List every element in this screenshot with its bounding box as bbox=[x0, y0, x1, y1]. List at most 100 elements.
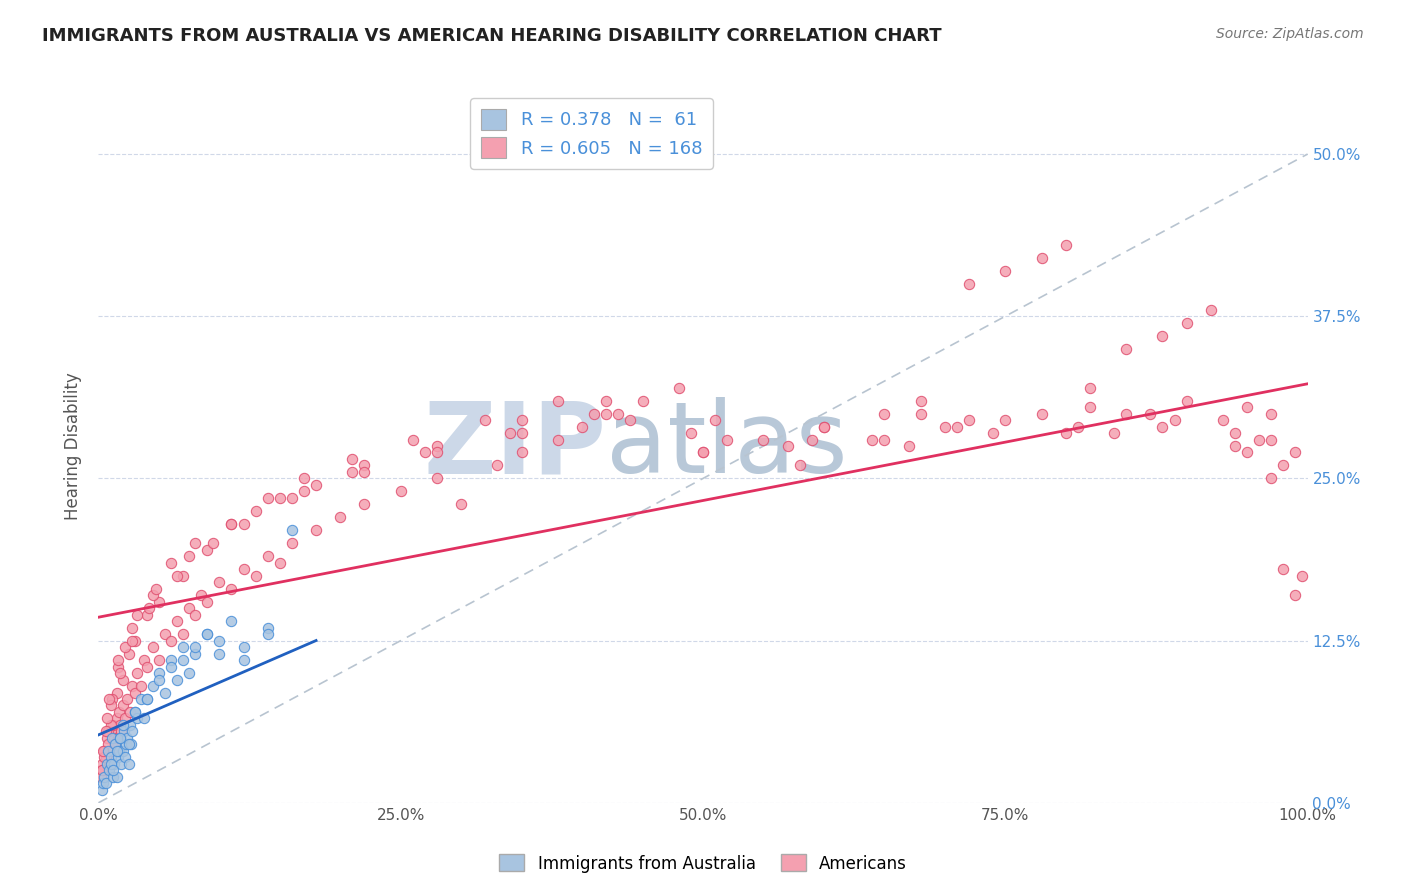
Point bbox=[195, 542, 218, 557]
Point bbox=[105, 711, 128, 725]
Point bbox=[1260, 407, 1282, 421]
Point bbox=[105, 770, 128, 784]
Point bbox=[129, 679, 152, 693]
Legend: R = 0.378   N =  61, R = 0.605   N = 168: R = 0.378 N = 61, R = 0.605 N = 168 bbox=[470, 98, 713, 169]
Point bbox=[108, 666, 131, 681]
Point bbox=[134, 711, 156, 725]
Point bbox=[256, 621, 278, 635]
Point bbox=[813, 419, 835, 434]
Point bbox=[1054, 425, 1077, 440]
Point bbox=[127, 711, 149, 725]
Point bbox=[121, 724, 143, 739]
Point bbox=[583, 407, 606, 421]
Point bbox=[776, 439, 799, 453]
Point bbox=[93, 770, 115, 784]
Point bbox=[221, 516, 243, 531]
Point bbox=[94, 776, 117, 790]
Point bbox=[100, 756, 122, 771]
Point bbox=[498, 425, 520, 440]
Point bbox=[97, 724, 120, 739]
Point bbox=[104, 738, 127, 752]
Point bbox=[124, 705, 146, 719]
Point bbox=[121, 679, 143, 693]
Point bbox=[1115, 407, 1137, 421]
Point bbox=[148, 666, 170, 681]
Point bbox=[232, 516, 254, 531]
Point bbox=[547, 393, 569, 408]
Point bbox=[93, 744, 115, 758]
Point bbox=[90, 770, 112, 784]
Point bbox=[994, 413, 1017, 427]
Point bbox=[510, 425, 533, 440]
Point bbox=[107, 653, 129, 667]
Point bbox=[342, 452, 364, 467]
Point bbox=[269, 556, 291, 570]
Point bbox=[138, 601, 160, 615]
Point bbox=[101, 770, 124, 784]
Point bbox=[1078, 400, 1101, 414]
Point bbox=[160, 659, 183, 673]
Point bbox=[1175, 316, 1198, 330]
Point bbox=[208, 647, 231, 661]
Point bbox=[281, 491, 304, 505]
Point bbox=[172, 653, 194, 667]
Point bbox=[1272, 562, 1295, 576]
Point bbox=[595, 393, 617, 408]
Point bbox=[172, 568, 194, 582]
Point bbox=[160, 633, 183, 648]
Point bbox=[256, 549, 278, 564]
Point bbox=[91, 776, 114, 790]
Point bbox=[692, 445, 714, 459]
Point bbox=[114, 711, 136, 725]
Point bbox=[107, 659, 129, 673]
Text: atlas: atlas bbox=[606, 398, 848, 494]
Point bbox=[153, 627, 176, 641]
Point bbox=[184, 607, 207, 622]
Point bbox=[704, 413, 727, 427]
Point bbox=[117, 731, 139, 745]
Point bbox=[166, 568, 188, 582]
Point bbox=[91, 756, 114, 771]
Point bbox=[510, 445, 533, 459]
Point bbox=[101, 764, 124, 778]
Y-axis label: Hearing Disability: Hearing Disability bbox=[65, 372, 83, 520]
Point bbox=[221, 614, 243, 628]
Point bbox=[91, 764, 114, 778]
Point bbox=[100, 692, 122, 706]
Point bbox=[873, 433, 896, 447]
Point bbox=[957, 277, 980, 291]
Point bbox=[142, 588, 165, 602]
Point bbox=[292, 484, 315, 499]
Point bbox=[111, 673, 134, 687]
Point bbox=[148, 653, 170, 667]
Point bbox=[269, 491, 291, 505]
Point bbox=[232, 562, 254, 576]
Point bbox=[195, 595, 218, 609]
Point bbox=[112, 724, 135, 739]
Point bbox=[202, 536, 225, 550]
Point bbox=[111, 698, 134, 713]
Point bbox=[127, 607, 149, 622]
Point bbox=[184, 647, 207, 661]
Point bbox=[179, 666, 201, 681]
Point bbox=[134, 653, 156, 667]
Text: IMMIGRANTS FROM AUSTRALIA VS AMERICAN HEARING DISABILITY CORRELATION CHART: IMMIGRANTS FROM AUSTRALIA VS AMERICAN HE… bbox=[42, 27, 942, 45]
Point bbox=[100, 750, 122, 764]
Point bbox=[510, 413, 533, 427]
Point bbox=[166, 614, 188, 628]
Point bbox=[1236, 445, 1258, 459]
Point bbox=[103, 731, 125, 745]
Point bbox=[1212, 413, 1234, 427]
Point bbox=[160, 556, 183, 570]
Point bbox=[910, 393, 932, 408]
Point bbox=[716, 433, 738, 447]
Point bbox=[135, 692, 157, 706]
Point bbox=[111, 744, 134, 758]
Point bbox=[292, 471, 315, 485]
Point bbox=[166, 673, 188, 687]
Point bbox=[1031, 407, 1053, 421]
Point bbox=[118, 756, 141, 771]
Point bbox=[98, 756, 121, 771]
Point bbox=[100, 744, 122, 758]
Point bbox=[172, 627, 194, 641]
